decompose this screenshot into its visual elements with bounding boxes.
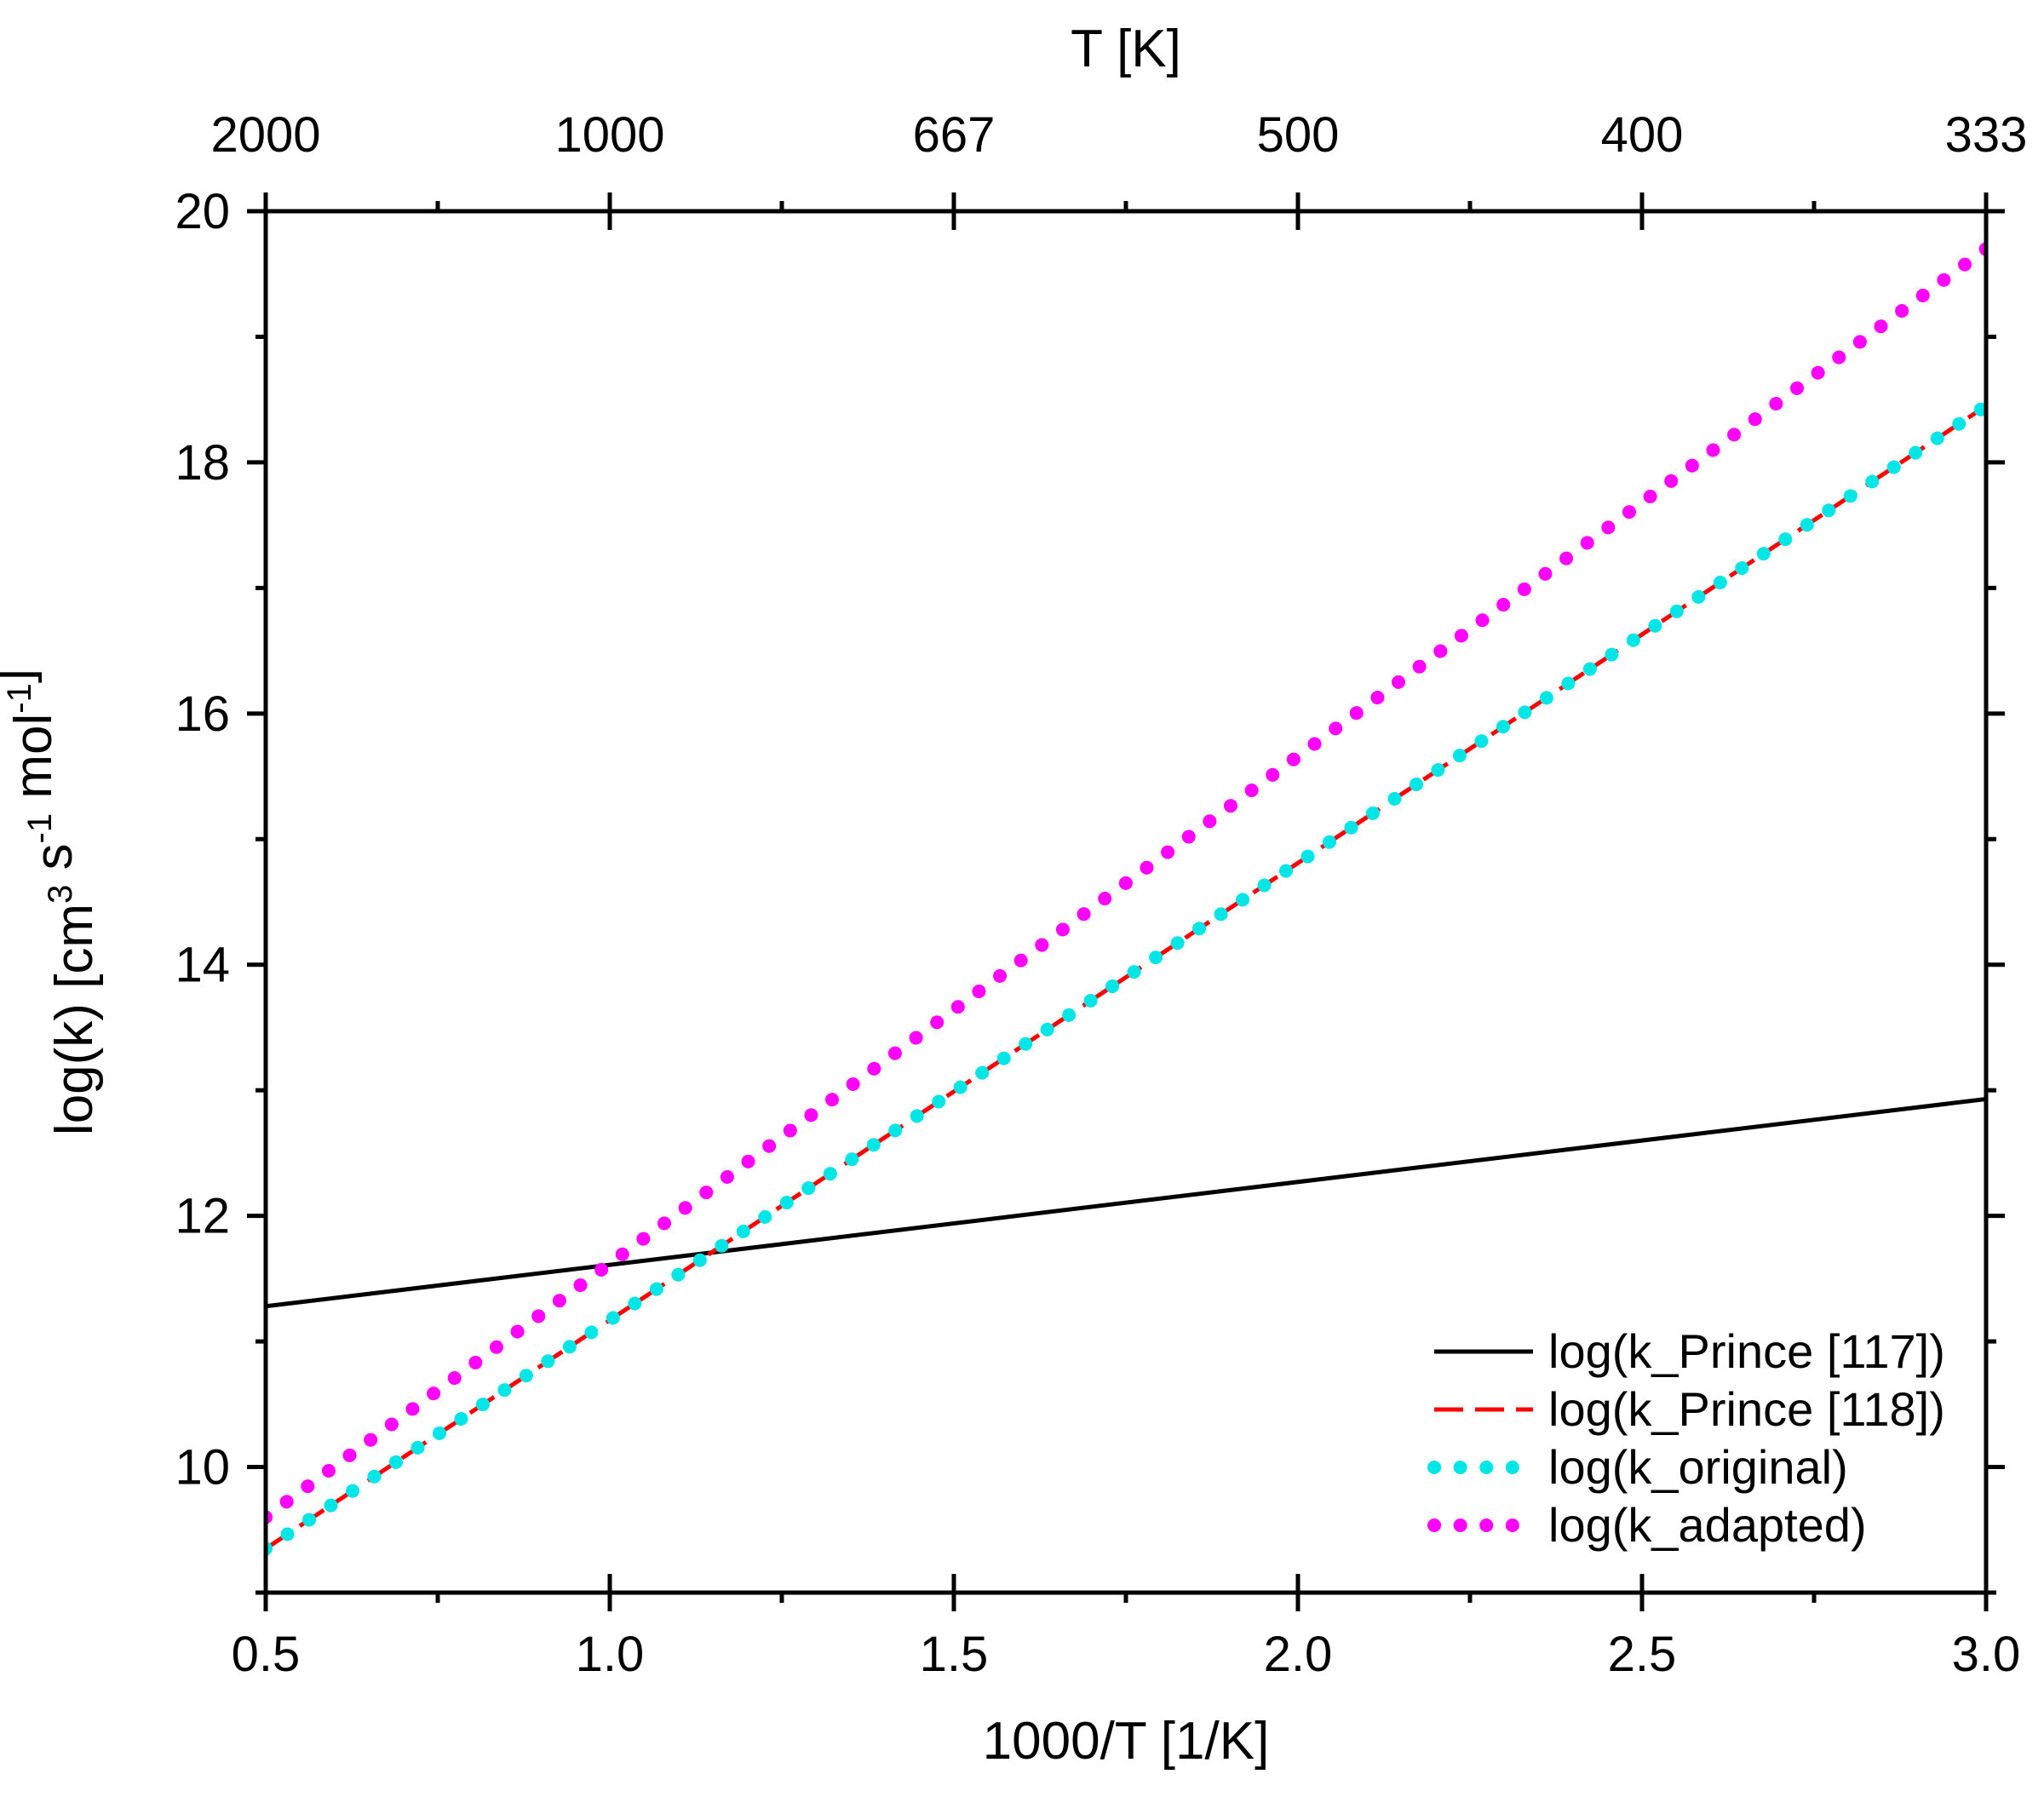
x2-axis-title: T [K] (1071, 20, 1181, 78)
legend-label-3: log(k_original) (1548, 1440, 1848, 1494)
y-tick-label: 14 (175, 938, 230, 993)
x-tick-label: 0.5 (232, 1627, 301, 1682)
x-tick-label: 1.0 (576, 1627, 645, 1682)
x-tick-label: 1.5 (920, 1627, 989, 1682)
x2-tick-label: 1000 (554, 107, 664, 163)
x-axis-title: 1000/T [1/K] (983, 1712, 1270, 1771)
legend-label-1: log(k_Prince [117]) (1548, 1324, 1945, 1378)
x-tick-label: 3.0 (1952, 1627, 2021, 1682)
svg-text:log(k) [cm3 s-1 mol-1]: log(k) [cm3 s-1 mol-1] (0, 669, 104, 1135)
ticks-layer: 0.5 1.0 1.5 2.0 2.5 3.0 2000 1000 667 500 400 333 10… (175, 107, 2027, 1682)
y-tick-label: 20 (175, 184, 230, 239)
x-tick-label: 2.0 (1264, 1627, 1333, 1682)
y-tick-label: 16 (175, 686, 230, 742)
y-axis-title: log(k) [cm3 s-1 mol-1] (0, 669, 104, 1135)
x2-tick-label: 2000 (210, 107, 320, 163)
x-tick-label: 2.5 (1608, 1627, 1677, 1682)
legend-label-2: log(k_Prince [118]) (1548, 1382, 1945, 1436)
y-tick-label: 10 (175, 1440, 230, 1496)
x2-tick-label: 500 (1257, 107, 1340, 163)
y-tick-label: 18 (175, 435, 230, 491)
series-line-1 (266, 1097, 1986, 1309)
y-tick-label: 12 (175, 1189, 230, 1244)
series-layer (266, 242, 1986, 1556)
x2-tick-label: 667 (913, 107, 996, 163)
x2-tick-label: 400 (1601, 107, 1684, 163)
legend: log(k_Prince [117])log(k_Prince [118])lo… (1427, 1324, 1945, 1552)
series-line-4 (266, 242, 1986, 1524)
series-line-3 (266, 399, 1986, 1556)
x2-tick-label: 333 (1945, 107, 2028, 163)
legend-label-4: log(k_adapted) (1548, 1498, 1867, 1552)
